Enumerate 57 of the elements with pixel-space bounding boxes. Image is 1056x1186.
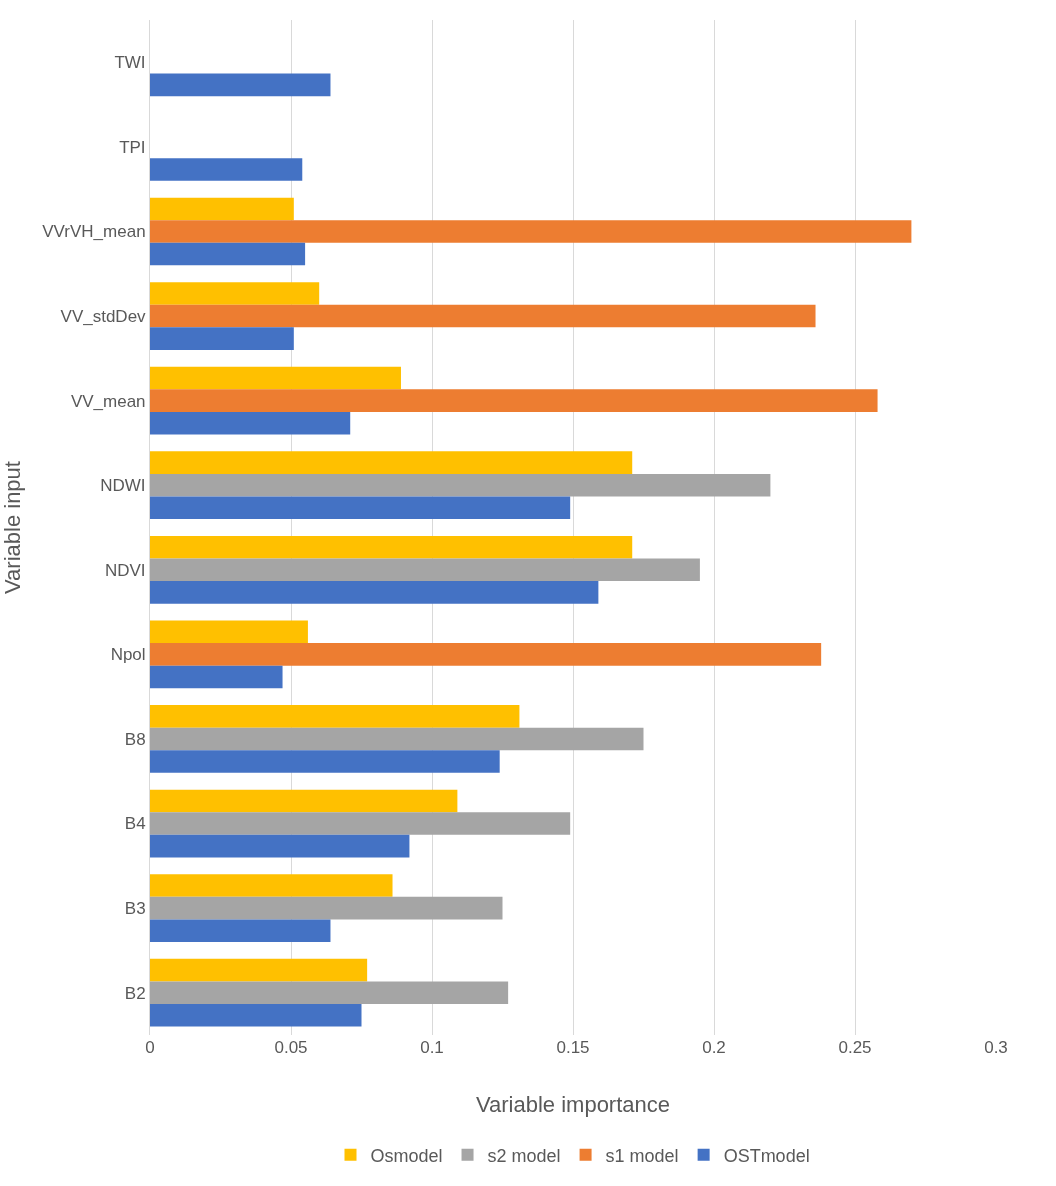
bar <box>150 366 401 390</box>
bar <box>150 242 306 266</box>
y-tick-label: B2 <box>124 983 146 1003</box>
bar <box>150 304 816 328</box>
bar <box>150 727 644 751</box>
legend-label: OSTmodel <box>723 1145 810 1166</box>
bar <box>150 643 822 666</box>
bar <box>150 197 294 221</box>
y-tick-label: B4 <box>124 814 146 834</box>
y-tick-label: TWI <box>114 53 146 73</box>
x-tick-label: 0.1 <box>420 1038 444 1057</box>
y-tick-label: TPI <box>119 137 146 157</box>
x-tick-label: 0.3 <box>984 1038 1008 1057</box>
bar <box>150 834 410 858</box>
bar <box>150 473 771 497</box>
bar <box>150 558 700 582</box>
y-tick-label: B8 <box>124 729 146 749</box>
legend-label: Osmodel <box>370 1145 443 1166</box>
bar <box>150 451 633 474</box>
bar <box>150 981 509 1004</box>
bar <box>150 958 368 982</box>
y-tick-label: NDWI <box>100 476 146 496</box>
x-tick-label: 0.25 <box>838 1038 872 1057</box>
legend-label: s1 model <box>605 1145 679 1166</box>
bar <box>150 1003 362 1027</box>
bar <box>150 665 283 689</box>
bar <box>150 282 320 305</box>
x-tick-label: 0.05 <box>274 1038 308 1057</box>
bar <box>150 535 633 559</box>
bar <box>150 896 503 920</box>
bar <box>150 874 393 897</box>
bar <box>150 220 912 243</box>
y-tick-label: VVrVH_mean <box>42 222 146 242</box>
bar <box>150 411 351 435</box>
bar <box>150 158 303 181</box>
bar <box>150 389 878 412</box>
bar <box>150 327 294 350</box>
bar <box>150 789 458 813</box>
bar <box>150 705 520 728</box>
bar <box>150 620 308 644</box>
x-tick-label: 0.15 <box>556 1038 590 1057</box>
y-tick-label: B3 <box>124 899 146 919</box>
bar <box>150 750 500 773</box>
x-axis-title: Variable importance <box>475 1091 671 1117</box>
bar <box>150 919 331 942</box>
x-tick-label: 0.2 <box>702 1038 726 1057</box>
y-tick-label: Npol <box>110 645 146 665</box>
bar <box>150 581 599 604</box>
x-tick-label: 0 <box>145 1038 155 1057</box>
y-tick-label: VV_mean <box>70 391 146 411</box>
bar <box>150 812 571 835</box>
y-axis-title: Variable input <box>0 461 26 594</box>
legend-label: s2 model <box>487 1145 561 1166</box>
y-tick-label: VV_stdDev <box>60 306 147 326</box>
y-tick-label: NDVI <box>104 560 146 580</box>
bar <box>150 496 571 520</box>
bar <box>150 73 331 97</box>
